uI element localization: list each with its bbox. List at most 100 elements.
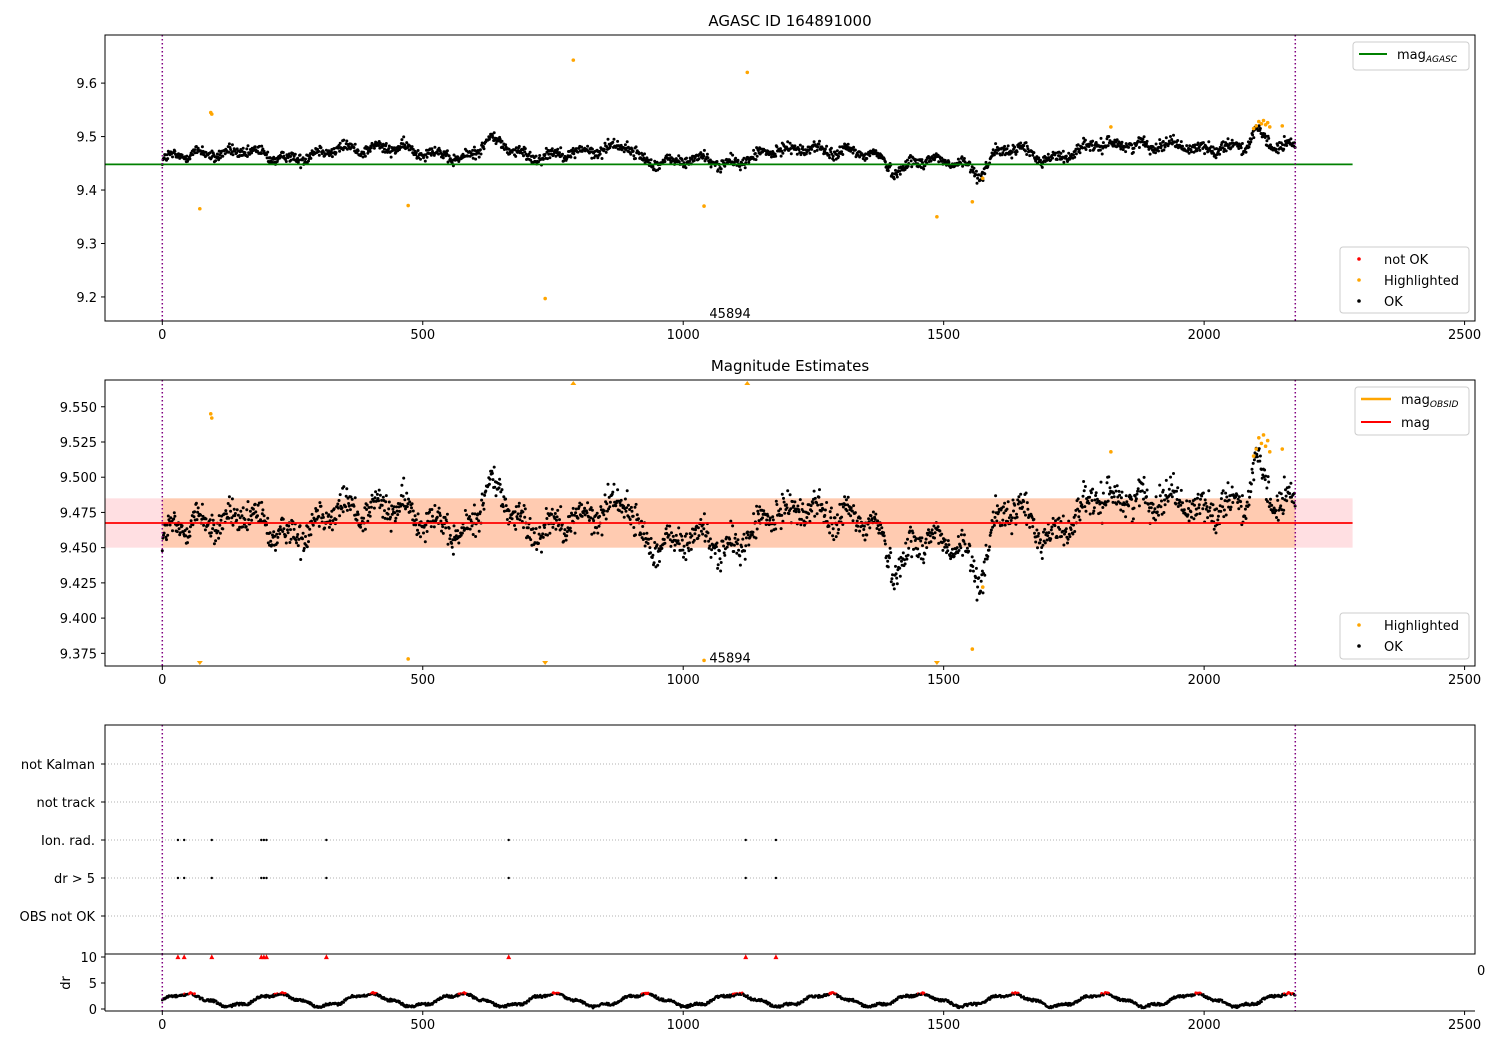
magnitude-ok-point [284,534,288,538]
magnitude-ok-point [430,508,434,511]
agasc-ok-point [995,151,999,155]
magnitude-ok-point [1169,475,1172,479]
magnitude-ok-point [882,534,886,538]
magnitude-ok-point [856,524,860,528]
magnitude-ok-point [1045,531,1048,535]
magnitude-ok-point [974,566,978,570]
magnitude-ok-point [317,524,321,528]
magnitude-ok-point [1281,512,1285,516]
magnitude-ok-point [716,563,720,567]
magnitude-ok-point [768,516,772,520]
agasc-ok-point [800,151,803,155]
magnitude-ok-point [1039,538,1042,542]
magnitude-highlighted-point [1280,447,1285,451]
magnitude-ok-point [210,513,214,517]
magnitude-ok-point [1132,506,1136,510]
magnitude-ok-point [731,524,735,528]
agasc-ok-point [786,140,790,144]
magnitude-ok-point [1154,518,1157,522]
magnitude-ok-point [193,510,197,514]
magnitude-ok-point [554,527,558,531]
agasc-highlighted-point [209,112,214,116]
agasc-ok-point [538,154,542,157]
agasc-ok-point [298,153,302,157]
magnitude-ok-point [813,496,817,500]
agasc-xtick-label-1: 500 [410,328,435,343]
magnitude-ok-point [783,511,787,515]
magnitude-ok-point [1239,504,1243,508]
magnitude-ok-point [1001,505,1005,509]
magnitude-ok-point [1216,518,1220,522]
magnitude-ok-point [482,507,486,511]
magnitude-ok-point [1089,491,1093,495]
magnitude-ok-point [189,525,192,529]
agasc-ok-point [1092,146,1096,150]
agasc-ok-point [1005,147,1009,151]
agasc-ok-point [284,160,288,163]
magnitude-ok-point [372,499,376,503]
magnitude-ok-point [627,515,631,519]
magnitude-ok-point [680,538,684,542]
magnitude-ok-point [827,524,831,528]
agasc-ok-point [471,156,475,160]
magnitude-ok-point [1206,516,1210,520]
magnitude-ok-point [1094,494,1098,497]
magnitude-ok-point [1047,531,1051,535]
magnitude-ok-point [404,507,407,511]
magnitude-ok-point [295,535,299,539]
magnitude-ok-point [551,525,555,529]
agasc-ok-point [1078,151,1082,155]
magnitude-ok-point [718,557,722,561]
agasc-ok-point [596,156,600,160]
agasc-ok-point [472,145,476,149]
magnitude-ok-point [304,535,307,538]
magnitude-ok-point [665,524,669,528]
agasc-xtick-label-3: 1500 [927,328,960,343]
agasc-ok-point [572,152,576,156]
agasc-ok-point [1222,150,1226,153]
agasc-highlighted-point [543,296,547,301]
agasc-ok-point [851,151,855,155]
magnitude-ok-point [1263,468,1267,472]
magnitude-ok-point [1062,543,1066,547]
agasc-ok-point [793,144,797,148]
magnitude-ok-point [1214,531,1218,535]
magnitude-ok-point [1224,491,1228,495]
magnitude-ok-point [286,531,290,535]
magnitude-ok-point [714,545,718,549]
agasc-ok-point [1077,148,1081,151]
magnitude-ok-point [410,502,414,506]
magnitude-ok-point [230,516,234,520]
magnitude-ok-point [1197,503,1201,507]
agasc-ok-point [840,150,844,154]
magnitude-ok-point [519,514,522,518]
agasc-ok-point [1249,137,1253,141]
agasc-ok-point [1039,158,1042,162]
magnitude-ok-point [861,533,865,537]
magnitude-ok-point [1275,494,1279,498]
flags-category-label-1: not track [36,796,95,811]
magnitude-ok-point [843,495,847,499]
agasc-ok-point [910,165,914,169]
legend2-ok-label: OK [1384,640,1403,655]
magnitude-ok-point [704,534,708,538]
agasc-ok-point [810,147,814,151]
magnitude-ok-point [510,517,514,521]
magnitude-ok-point [365,508,369,511]
magnitude-ok-point [1077,515,1081,519]
agasc-ok-point [961,164,965,168]
agasc-ok-point [403,143,407,147]
magnitude-ok-point [480,492,484,496]
magnitude-ok-point [692,538,696,542]
magnitude-ok-point [1124,515,1128,519]
magnitude-ok-point [883,539,887,543]
magnitude-ok-point [265,523,268,527]
magnitude-ok-point [529,538,533,542]
magnitude-ok-point [892,582,896,586]
magnitude-ytick-label-1: 9.400 [60,612,97,627]
magnitude-ok-point [643,544,647,548]
magnitude-ok-point [632,526,636,529]
magnitude-ok-point [1255,455,1259,459]
magnitude-ok-point [1079,501,1083,504]
agasc-ok-point [327,149,331,153]
